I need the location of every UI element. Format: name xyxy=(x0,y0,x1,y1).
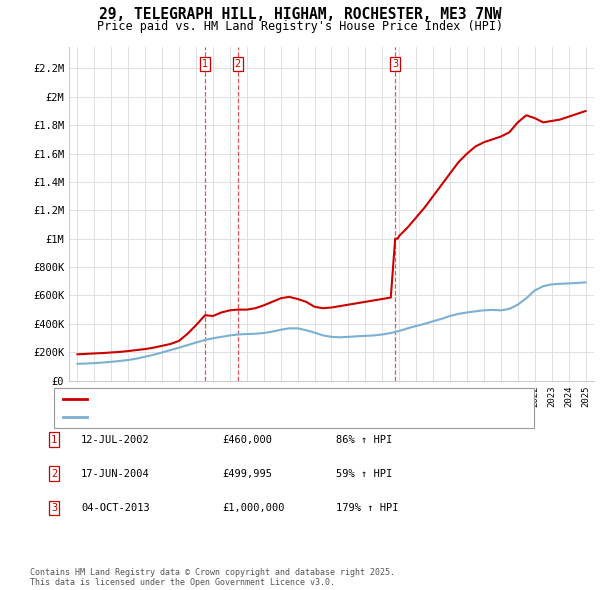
Text: 12-JUL-2002: 12-JUL-2002 xyxy=(81,435,150,444)
Text: 29, TELEGRAPH HILL, HIGHAM, ROCHESTER, ME3 7NW (detached house): 29, TELEGRAPH HILL, HIGHAM, ROCHESTER, M… xyxy=(93,394,463,404)
Text: 2: 2 xyxy=(51,469,57,478)
Text: Price paid vs. HM Land Registry's House Price Index (HPI): Price paid vs. HM Land Registry's House … xyxy=(97,20,503,33)
Text: £460,000: £460,000 xyxy=(222,435,272,444)
Text: HPI: Average price, detached house, Gravesham: HPI: Average price, detached house, Grav… xyxy=(93,411,358,421)
Text: 1: 1 xyxy=(202,59,208,69)
Text: Contains HM Land Registry data © Crown copyright and database right 2025.
This d: Contains HM Land Registry data © Crown c… xyxy=(30,568,395,587)
Text: 3: 3 xyxy=(392,59,398,69)
Text: 59% ↑ HPI: 59% ↑ HPI xyxy=(336,469,392,478)
Text: 86% ↑ HPI: 86% ↑ HPI xyxy=(336,435,392,444)
Text: £499,995: £499,995 xyxy=(222,469,272,478)
Text: £1,000,000: £1,000,000 xyxy=(222,503,284,513)
Text: 2: 2 xyxy=(235,59,241,69)
Text: 179% ↑ HPI: 179% ↑ HPI xyxy=(336,503,398,513)
Text: 29, TELEGRAPH HILL, HIGHAM, ROCHESTER, ME3 7NW: 29, TELEGRAPH HILL, HIGHAM, ROCHESTER, M… xyxy=(99,7,501,22)
Text: 04-OCT-2013: 04-OCT-2013 xyxy=(81,503,150,513)
Text: 1: 1 xyxy=(51,435,57,444)
Text: 3: 3 xyxy=(51,503,57,513)
Text: 17-JUN-2004: 17-JUN-2004 xyxy=(81,469,150,478)
